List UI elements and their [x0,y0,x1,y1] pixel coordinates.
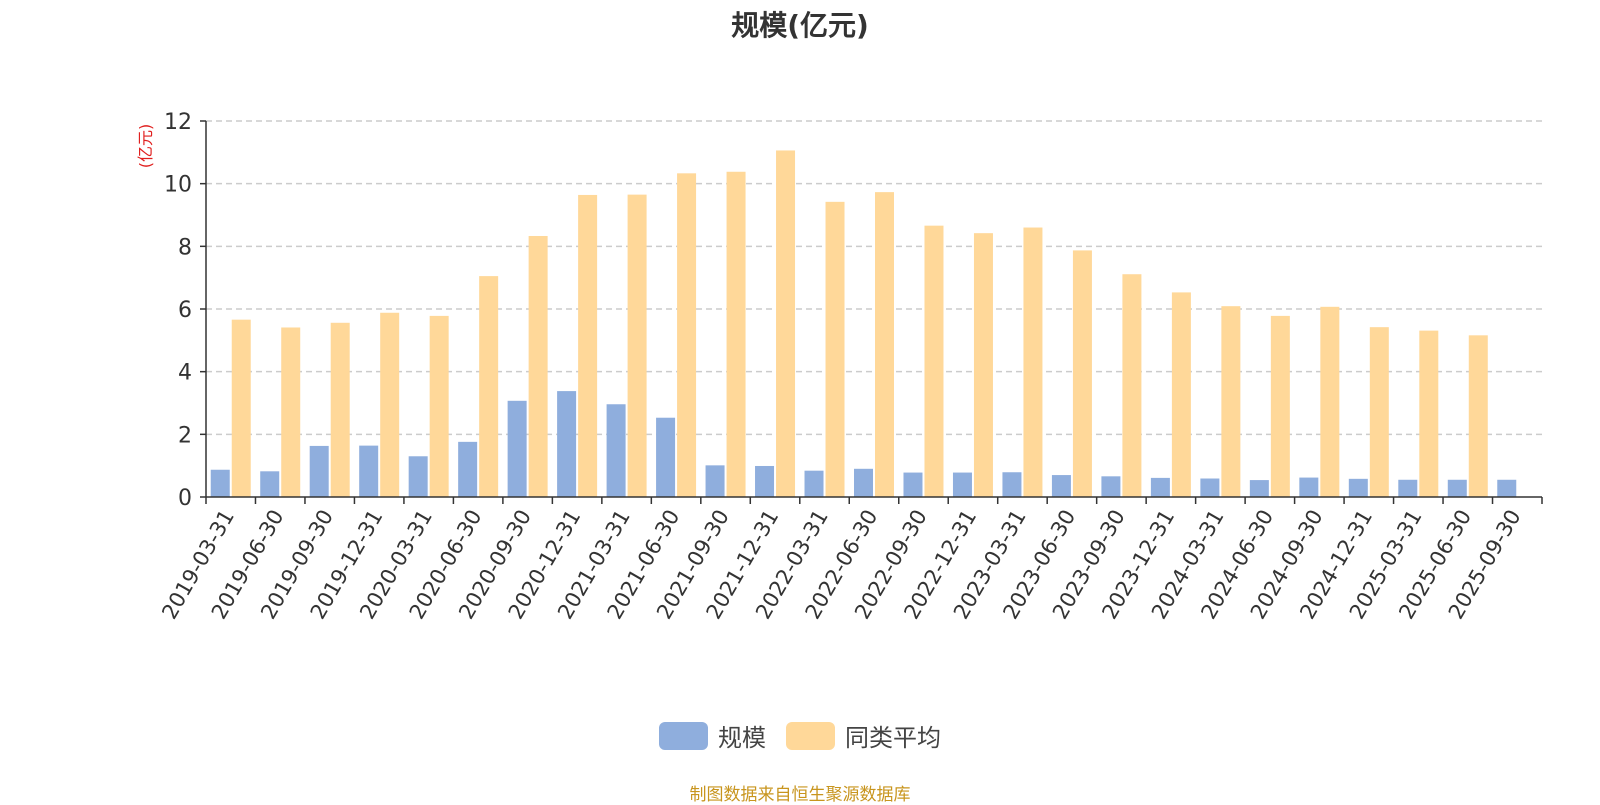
legend-item-series-1[interactable]: 规模 [659,718,766,753]
y-tick-label: 0 [178,486,192,511]
bar-series-2[interactable] [528,235,548,497]
bar-series-2[interactable] [1320,306,1340,497]
bar-series-2[interactable] [1419,330,1439,497]
bar-series-1[interactable] [309,445,329,497]
bar-series-1[interactable] [656,417,676,497]
bar-series-1[interactable] [557,391,577,497]
bar-series-1[interactable] [952,472,972,497]
legend-label-series-1: 规模 [718,724,766,752]
bar-series-2[interactable] [825,201,845,497]
legend-item-series-2[interactable]: 同类平均 [786,718,941,753]
bar-series-2[interactable] [380,312,400,497]
bar-series-1[interactable] [210,469,230,497]
bar-series-2[interactable] [776,150,796,497]
y-tick-label: 4 [178,361,192,386]
bar-chart: 0246810122019-03-312019-06-302019-09-302… [157,110,1543,623]
bar-series-2[interactable] [578,194,598,498]
bar-series-2[interactable] [875,192,894,498]
bar-series-1[interactable] [1398,479,1418,497]
bar-series-2[interactable] [677,173,697,497]
legend: 规模 同类平均 [0,718,1600,753]
bar-series-2[interactable] [973,233,993,497]
bar-series-2[interactable] [1023,227,1043,498]
bar-series-1[interactable] [804,470,824,497]
bar-series-2[interactable] [1072,250,1092,497]
y-tick-label: 2 [178,423,192,448]
bars [210,150,1517,498]
chart-title: 规模(亿元) [731,9,869,42]
bar-series-1[interactable] [507,400,527,497]
bar-series-1[interactable] [1249,480,1269,497]
bar-series-2[interactable] [1468,335,1488,497]
bar-series-2[interactable] [479,276,499,497]
bar-series-2[interactable] [429,315,449,497]
bar-series-2[interactable] [330,322,350,497]
bar-series-1[interactable] [705,465,725,497]
legend-swatch-series-1 [659,721,708,750]
bar-series-1[interactable] [1002,472,1022,497]
bar-series-2[interactable] [1171,292,1191,497]
bar-series-2[interactable] [1221,306,1241,497]
grid-lines [206,120,1542,436]
bar-series-1[interactable] [1150,477,1170,497]
bar-series-1[interactable] [359,445,379,497]
bar-series-2[interactable] [1369,327,1389,497]
bar-series-2[interactable] [231,319,251,497]
bar-series-1[interactable] [903,472,923,497]
source-note: 制图数据来自恒生聚源数据库 [689,785,911,805]
bar-series-2[interactable] [281,327,301,497]
bar-series-2[interactable] [627,194,647,497]
y-tick-label: 6 [178,298,192,323]
y-tick-label: 10 [164,173,192,198]
bar-series-1[interactable] [606,404,626,497]
legend-label-series-2: 同类平均 [845,724,941,752]
bar-series-1[interactable] [260,471,280,497]
bar-series-1[interactable] [1447,479,1467,497]
legend-swatch-series-2 [786,721,835,750]
bar-series-1[interactable] [755,465,775,497]
bar-series-1[interactable] [1051,475,1071,497]
bar-series-1[interactable] [1348,478,1368,497]
bar-series-1[interactable] [1299,477,1319,497]
bar-series-1[interactable] [408,456,428,497]
bar-series-2[interactable] [924,225,944,498]
bar-series-1[interactable] [1101,476,1121,497]
y-tick-label: 12 [164,110,192,135]
bar-series-1[interactable] [1200,478,1220,497]
bar-series-1[interactable] [1497,479,1517,497]
axes [200,120,1543,504]
bar-series-2[interactable] [1270,315,1290,497]
bar-series-1[interactable] [854,468,873,497]
bar-series-1[interactable] [458,441,478,497]
bar-series-2[interactable] [726,171,746,497]
bar-series-2[interactable] [1122,274,1142,497]
y-tick-label: 8 [178,235,192,260]
